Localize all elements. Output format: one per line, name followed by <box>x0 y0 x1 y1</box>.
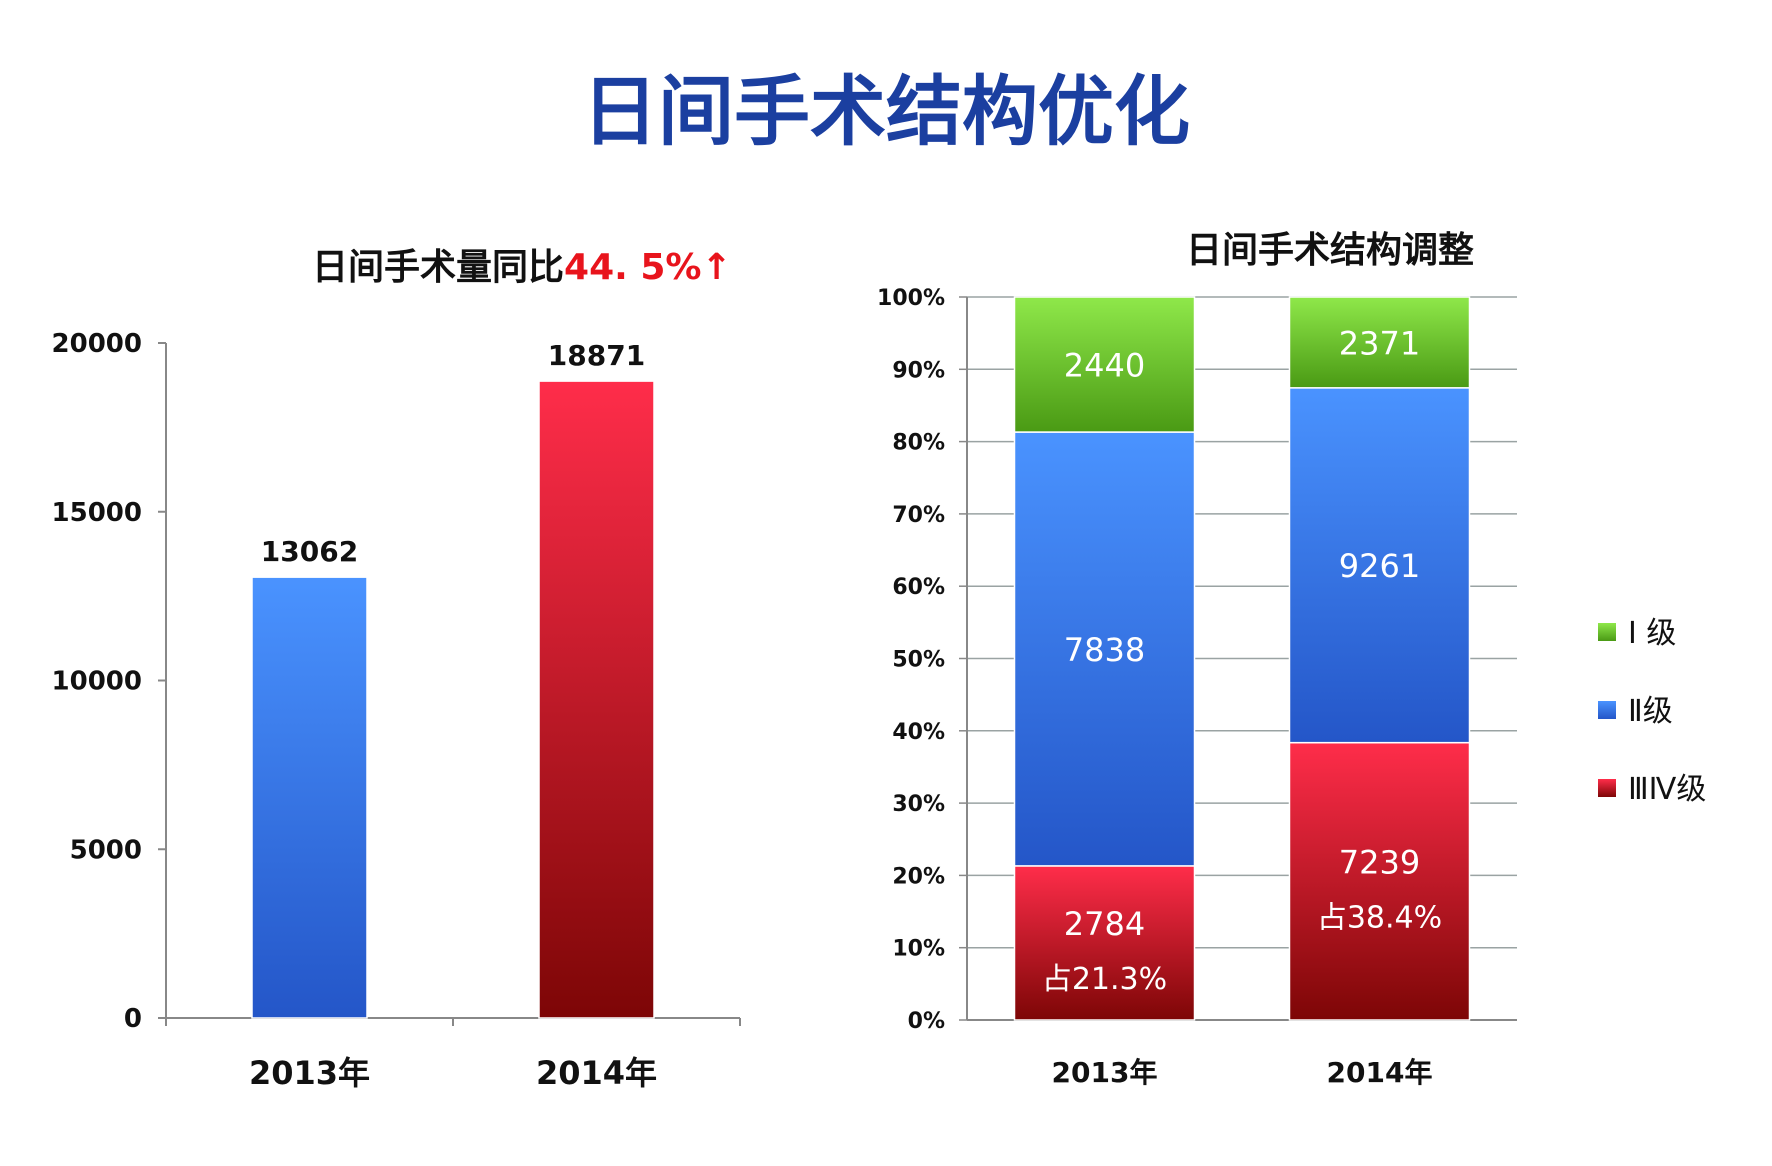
right-y-tick-label: 100% <box>877 286 945 311</box>
right-segment-data-label: 2784 <box>1064 905 1145 943</box>
right-bar-segment <box>1013 296 1196 433</box>
right-y-tick-label: 0% <box>908 1009 945 1034</box>
legend-label: ⅢⅣ级 <box>1628 772 1706 807</box>
left-y-tick-label: 20000 <box>52 329 142 359</box>
left-bar <box>538 380 655 1019</box>
right-segment-data-label: 2371 <box>1339 324 1420 362</box>
left-x-tick-label: 2014年 <box>536 1054 657 1092</box>
right-x-tick-label: 2013年 <box>1052 1056 1158 1089</box>
left-chart-title-text: 日间手术量同比 <box>312 247 564 288</box>
page-title: 日间手术结构优化 <box>582 67 1190 156</box>
left-bar-data-label: 13062 <box>261 535 358 568</box>
right-chart-title: 日间手术结构调整 <box>1186 230 1474 271</box>
right-segment-share-label: 占38.4% <box>1317 900 1442 935</box>
left-bar-data-label: 18871 <box>548 339 645 372</box>
right-x-tick-label: 2014年 <box>1327 1056 1433 1089</box>
legend-label: Ⅱ级 <box>1628 694 1673 729</box>
left-bar-chart: 0 5000 10000 15000 20000 13062 2013年 18871 2014年 <box>52 329 741 1092</box>
left-y-tick-label: 5000 <box>70 835 142 865</box>
right-segment-share-label: 占21.3% <box>1042 962 1167 997</box>
legend-label: Ⅰ 级 <box>1628 616 1676 651</box>
right-bar-segment <box>1013 865 1196 1021</box>
legend-swatch <box>1598 623 1616 641</box>
right-y-tick-label: 10% <box>892 937 945 962</box>
right-y-tick-label: 30% <box>892 792 945 817</box>
right-y-tick-label: 40% <box>892 720 945 745</box>
right-bar-segment <box>1288 741 1471 1021</box>
right-y-tick-label: 20% <box>892 864 945 889</box>
right-segment-data-label: 2440 <box>1064 347 1145 385</box>
right-bar-segment <box>1288 387 1471 744</box>
right-y-tick-label: 50% <box>892 648 945 673</box>
right-segment-data-label: 7838 <box>1064 631 1145 669</box>
right-y-tick-label: 90% <box>892 358 945 383</box>
legend: Ⅰ 级 Ⅱ级 ⅢⅣ级 <box>1598 616 1706 807</box>
left-y-tick-label: 15000 <box>52 498 142 528</box>
right-bar-segment <box>1288 296 1471 389</box>
right-segment-data-label: 9261 <box>1339 547 1420 585</box>
right-y-tick-label: 60% <box>892 575 945 600</box>
legend-swatch <box>1598 779 1616 797</box>
left-y-tick-label: 10000 <box>52 667 142 697</box>
right-segment-data-label: 7239 <box>1339 843 1420 881</box>
left-y-tick-label: 0 <box>124 1004 142 1034</box>
right-y-tick-label: 70% <box>892 503 945 528</box>
left-chart-title-highlight: 44. 5%↑ <box>564 247 732 288</box>
right-bar-segment <box>1013 431 1196 867</box>
left-x-tick-label: 2013年 <box>249 1054 370 1092</box>
right-y-tick-label: 80% <box>892 431 945 456</box>
left-chart-title: 日间手术量同比44. 5%↑ <box>312 247 732 288</box>
legend-swatch <box>1598 701 1616 719</box>
right-stacked-chart: 0% 10% 20% 30% 40% 50% 60% 70% 80% 90% 100% 2784 占21… <box>877 286 1517 1089</box>
left-bar <box>251 576 368 1019</box>
